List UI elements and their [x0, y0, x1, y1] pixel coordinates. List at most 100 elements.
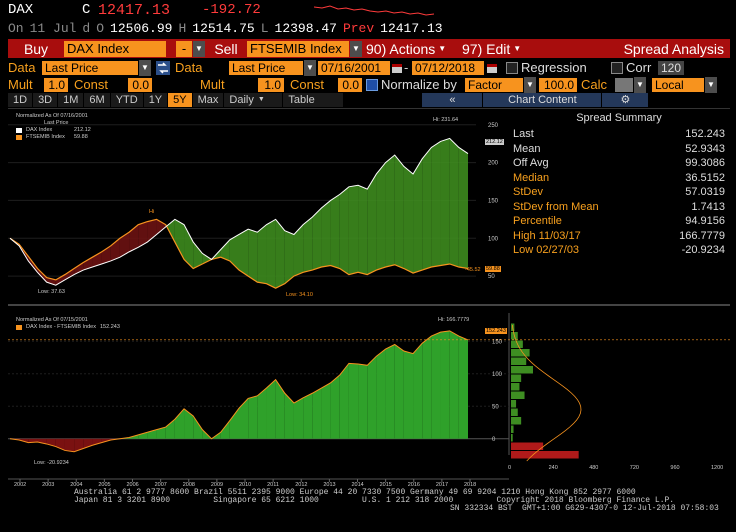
spread-fill-segment	[248, 229, 258, 283]
tab-1m[interactable]: 1M	[58, 92, 84, 107]
operator-field[interactable]: -	[176, 40, 192, 57]
edit-menu[interactable]: 97) Edit ▼	[458, 39, 538, 58]
start-date-field[interactable]: 07/16/2001	[318, 60, 390, 75]
end-date-field[interactable]: 07/12/2018	[412, 60, 484, 75]
normalize-label: Normalize by	[381, 77, 457, 92]
tab-max[interactable]: Max	[192, 92, 224, 107]
lower-y-tick: 100	[492, 372, 503, 378]
spread-area-segment	[248, 395, 258, 439]
sell-button[interactable]: Sell	[214, 40, 238, 57]
spread-area-segment	[74, 438, 84, 452]
spread-fill-segment	[239, 229, 249, 277]
summary-key: Last	[513, 128, 534, 141]
mult-label: Mult	[8, 77, 33, 92]
dax-swatch	[16, 128, 22, 133]
sell-security-field[interactable]: FTSEMIB Index	[247, 40, 349, 57]
buy-mult-field[interactable]: 1.0	[44, 77, 68, 92]
spread-fill-segment	[321, 200, 331, 268]
data-label: Data	[8, 60, 36, 75]
swap-icon[interactable]	[151, 60, 175, 75]
tab-ytd[interactable]: YTD	[110, 92, 143, 107]
start-calendar-icon[interactable]	[390, 63, 404, 73]
collapse-chevrons-icon[interactable]: «	[422, 92, 483, 107]
sell-data-dropdown-icon[interactable]: ▼	[304, 59, 316, 76]
histogram-bar	[511, 442, 544, 450]
normalize-method-field[interactable]: Factor	[465, 77, 523, 92]
calc-field[interactable]	[615, 77, 633, 92]
sell-mult-field[interactable]: 1.0	[258, 77, 284, 92]
close-label: C	[82, 2, 91, 18]
spread-fill-segment	[367, 173, 377, 275]
tab-3d[interactable]: 3D	[33, 92, 58, 107]
lower-y-tick: 150	[492, 339, 503, 345]
buy-security-field[interactable]: DAX Index	[64, 40, 166, 57]
currency-dropdown-icon[interactable]: ▼	[705, 76, 717, 93]
lower-legend: Normalized As Of 07/15/2001 DAX Index - …	[16, 317, 120, 331]
upper-legend: Normalized As Of 07/16/2001 Last Price D…	[16, 113, 91, 141]
spread-last-tag: 152.243	[485, 328, 507, 334]
regression-checkbox[interactable]	[506, 61, 518, 74]
spread-area-segment	[165, 419, 175, 439]
histogram-bar	[511, 340, 523, 348]
buy-const-field[interactable]: 0.0	[128, 77, 152, 92]
summary-value: 99.3086	[685, 157, 725, 170]
currency-field[interactable]: Local	[652, 77, 704, 92]
spread-fill-segment	[193, 242, 203, 269]
spread-fill-segment	[64, 268, 75, 280]
summary-key: Median	[513, 171, 550, 184]
options-row-data: Data Last Price ▼ Data Last Price ▼ 07/1…	[8, 59, 730, 76]
tab-1d[interactable]: 1D	[8, 92, 33, 107]
buy-data-dropdown-icon[interactable]: ▼	[139, 59, 151, 76]
sell-dropdown-icon[interactable]: ▼	[350, 40, 362, 57]
table-button[interactable]: Table	[283, 92, 344, 107]
ftse-series-line	[9, 218, 469, 289]
chart-content-button[interactable]: Chart Content	[483, 92, 602, 107]
tab-5y[interactable]: 5Y	[168, 92, 192, 107]
operator-dropdown-icon[interactable]: ▼	[193, 40, 205, 57]
corr-label: Corr	[626, 60, 652, 75]
spread-area-segment	[348, 363, 359, 439]
summary-value: 94.9156	[685, 215, 725, 228]
spread-fill-segment	[129, 224, 139, 252]
period-select[interactable]: Daily ▼	[224, 92, 283, 107]
buy-button[interactable]: Buy	[23, 40, 49, 57]
summary-key: StDev	[513, 186, 543, 199]
dax-legend-name: DAX Index	[26, 127, 53, 133]
summary-key: StDev from Mean	[513, 200, 599, 213]
spread-area-segment	[376, 349, 386, 439]
dax-series-line	[9, 137, 469, 286]
spread-fill-segment	[138, 221, 148, 248]
normalize-dropdown-icon[interactable]: ▼	[524, 76, 536, 93]
actions-label: 90) Actions	[366, 40, 436, 57]
sell-data-field[interactable]: Last Price	[229, 60, 303, 75]
x-tick-label: 2016	[408, 482, 420, 488]
prev-label: Prev	[342, 20, 375, 36]
spread-tag: -45.52	[465, 267, 481, 273]
quote-date: 11 Jul	[29, 20, 77, 36]
buy-data-field[interactable]: Last Price	[42, 60, 138, 75]
spread-fill-segment	[229, 234, 239, 271]
histogram-bar	[511, 434, 513, 442]
histogram-bar	[511, 391, 525, 399]
settings-gear-icon[interactable]: ⚙	[602, 92, 649, 107]
corr-window-field[interactable]: 120	[658, 60, 685, 75]
normalize-checkbox[interactable]	[366, 78, 378, 91]
sell-const-field[interactable]: 0.0	[338, 77, 362, 92]
sell-data-label: Data	[175, 60, 203, 75]
legend-item-ftse: FTSEMIB Index 59.88	[16, 134, 91, 141]
x-tick-label: 2013	[323, 482, 335, 488]
spread-area-segment	[64, 438, 75, 452]
ftse-low-annotation: Low: 34.10	[286, 292, 313, 298]
summary-row: Median 36.5152	[509, 171, 729, 186]
actions-menu[interactable]: 90) Actions ▼	[362, 39, 458, 58]
calc-dropdown-icon[interactable]: ▼	[634, 76, 646, 93]
period-label: Daily	[229, 93, 254, 106]
ftse-swatch	[16, 135, 22, 140]
corr-checkbox[interactable]	[611, 61, 623, 74]
factor-field[interactable]: 100.0	[539, 77, 577, 92]
histogram-bar	[511, 349, 530, 357]
tab-6m[interactable]: 6M	[84, 92, 110, 107]
end-calendar-icon[interactable]	[484, 63, 500, 73]
tab-1y[interactable]: 1Y	[143, 92, 168, 107]
spread-area-segment	[284, 393, 294, 439]
